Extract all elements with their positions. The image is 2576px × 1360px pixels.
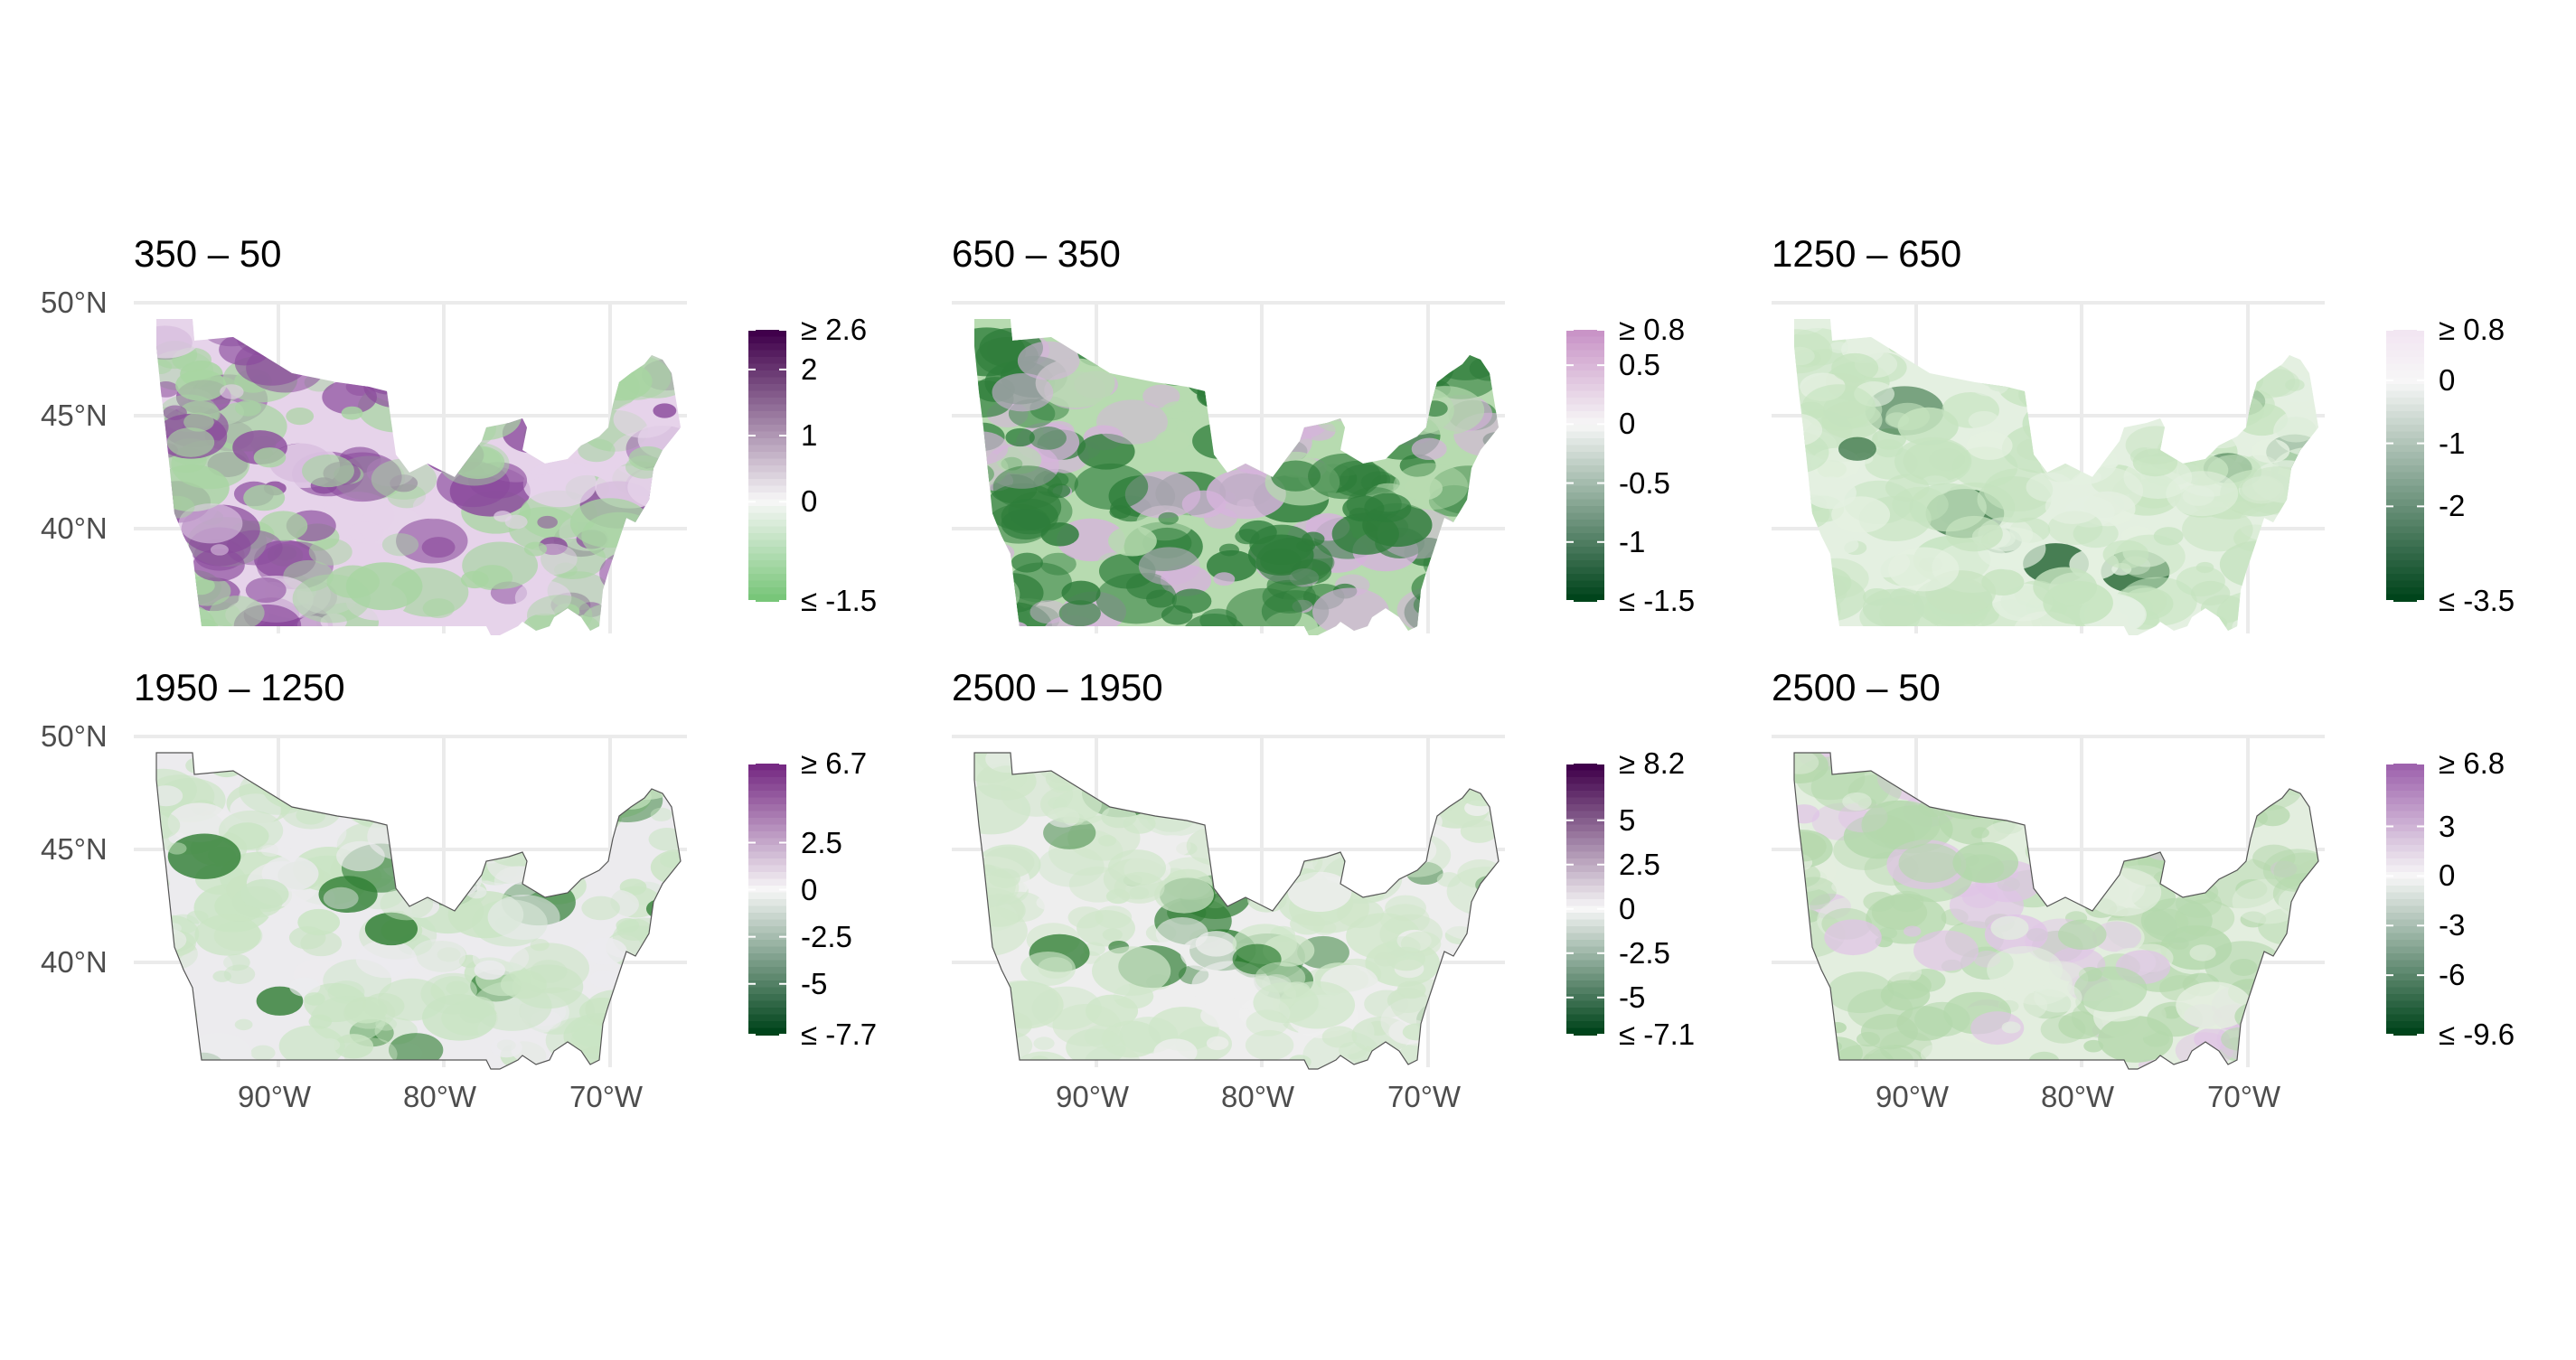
map-panel-2 <box>952 301 1604 635</box>
legend-label: -2.5 <box>1619 935 1670 970</box>
legend-label: 5 <box>1619 802 1636 837</box>
region-map <box>155 752 682 1070</box>
legend-label: 2 <box>801 352 818 386</box>
legend-label: ≤ -1.5 <box>801 584 878 617</box>
lat-tick-label: 40°N <box>41 945 108 979</box>
lat-tick-label: 50°N <box>41 286 108 319</box>
legend-colorbar-4 <box>748 763 786 1036</box>
legend-colorbar-2 <box>1566 329 1604 602</box>
panel-title: 2500 – 50 <box>1772 666 1941 708</box>
legend-label: 2.5 <box>801 825 842 859</box>
legend-label: 2.5 <box>1619 847 1660 881</box>
panel-title: 350 – 50 <box>134 232 282 275</box>
legend-label: ≤ -9.6 <box>2439 1018 2515 1051</box>
lat-tick-label: 50°N <box>41 719 108 753</box>
legend-label: 0 <box>2439 858 2456 893</box>
panel-title: 650 – 350 <box>952 232 1121 275</box>
legend-label: -0.5 <box>1619 465 1670 500</box>
lon-tick-label: 90°W <box>238 1080 312 1113</box>
panel-title: 2500 – 1950 <box>952 666 1163 708</box>
region-map <box>973 752 1500 1070</box>
legend-label: ≤ -3.5 <box>2439 584 2515 617</box>
legend-label: ≥ 8.2 <box>1619 746 1686 780</box>
legend-label: -6 <box>2439 958 2466 992</box>
legend-label: ≥ 2.6 <box>801 313 868 346</box>
map-panel-3 <box>1772 301 2424 635</box>
legend-label: 0 <box>1619 891 1636 925</box>
lon-tick-label: 90°W <box>1056 1080 1130 1113</box>
legend-label: ≤ -7.7 <box>801 1018 878 1051</box>
legend-label: 0.5 <box>1619 348 1660 382</box>
lon-tick-label: 80°W <box>1221 1080 1295 1113</box>
legend-label: -5 <box>1619 980 1646 1014</box>
legend-label: 0 <box>801 484 818 519</box>
legend-label: ≤ -1.5 <box>1619 584 1696 617</box>
lon-tick-label: 70°W <box>569 1080 644 1113</box>
panel-title: 1950 – 1250 <box>134 666 345 708</box>
legend-label: 0 <box>1619 407 1636 441</box>
map-panel-4 <box>134 735 786 1070</box>
region-map <box>1794 319 2318 635</box>
legend-label: 3 <box>2439 809 2456 843</box>
legend-label: -1 <box>1619 524 1646 558</box>
legend-label: -2.5 <box>801 919 852 953</box>
legend-colorbar-5 <box>1566 763 1604 1036</box>
legend-label: -3 <box>2439 908 2466 943</box>
legend-label: ≥ 0.8 <box>2439 313 2505 346</box>
legend-label: -1 <box>2439 426 2466 460</box>
region-map <box>1793 752 2319 1070</box>
panel-title: 1250 – 650 <box>1772 232 1962 275</box>
legend-label: ≤ -7.1 <box>1619 1018 1696 1051</box>
legend-label: 0 <box>2439 362 2456 397</box>
lat-tick-label: 45°N <box>41 399 108 432</box>
legend-label: ≥ 0.8 <box>1619 313 1686 346</box>
map-panel-6 <box>1772 735 2424 1070</box>
lon-tick-label: 70°W <box>1387 1080 1462 1113</box>
region-map <box>156 319 681 635</box>
map-panel-1 <box>134 301 786 635</box>
legend-colorbar-3 <box>2386 329 2424 602</box>
legend-colorbar-6 <box>2386 763 2424 1036</box>
legend-label: ≥ 6.8 <box>2439 746 2505 780</box>
legend-label: ≥ 6.7 <box>801 746 868 780</box>
legend-label: 0 <box>801 872 818 906</box>
lat-tick-label: 40°N <box>41 511 108 545</box>
legend-label: -2 <box>2439 489 2466 523</box>
lon-tick-label: 80°W <box>403 1080 477 1113</box>
region-map <box>974 319 1499 635</box>
map-panel-5 <box>952 735 1604 1070</box>
lon-tick-label: 90°W <box>1876 1080 1950 1113</box>
lat-tick-label: 45°N <box>41 832 108 866</box>
legend-label: 1 <box>801 418 818 453</box>
legend-colorbar-1 <box>748 329 786 602</box>
lon-tick-label: 80°W <box>2041 1080 2115 1113</box>
legend-label: -5 <box>801 966 828 1000</box>
lon-tick-label: 70°W <box>2207 1080 2281 1113</box>
